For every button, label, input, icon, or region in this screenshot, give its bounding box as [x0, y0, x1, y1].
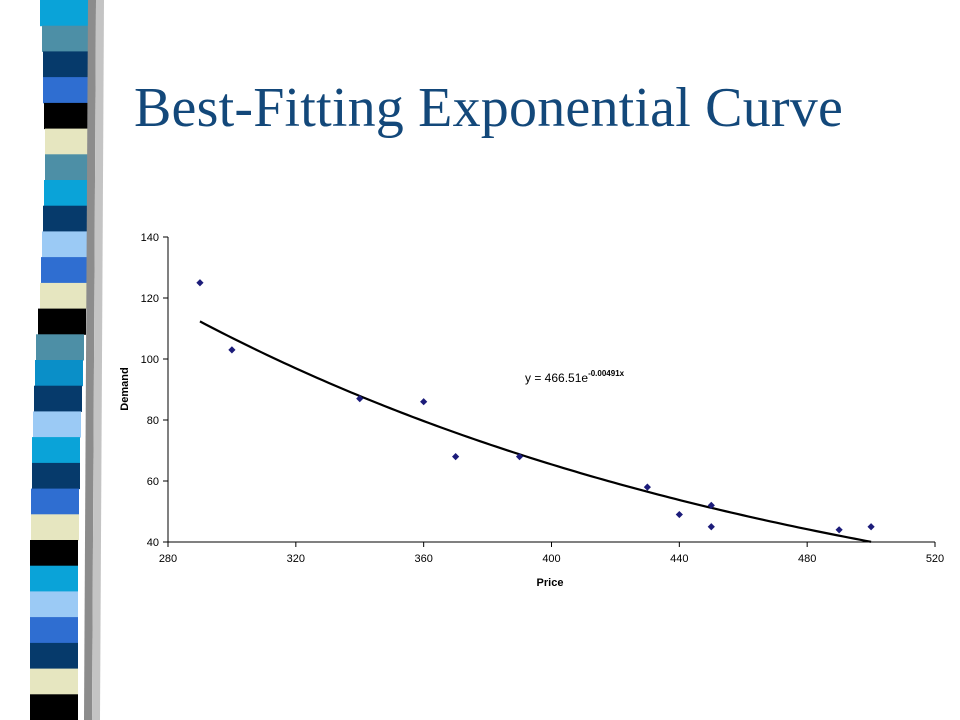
decorative-strip [0, 0, 104, 720]
strip-block [30, 668, 78, 695]
data-point [675, 510, 683, 519]
strip-block [36, 334, 84, 361]
chart-axes [167, 237, 935, 543]
y-axis-ticks: 40 60 80 100 120 140 [141, 232, 168, 549]
x-tick-label: 440 [670, 553, 688, 565]
strip-block [32, 462, 80, 490]
data-point [356, 395, 364, 403]
strip-block [31, 514, 79, 541]
x-tick-label: 280 [159, 553, 177, 565]
strip-block [45, 128, 93, 155]
strip-block [42, 25, 90, 52]
trendline-equation: y = 466.51e-0.00491x [525, 369, 625, 385]
slide-title: Best-Fitting Exponential Curve [134, 77, 844, 139]
x-axis-ticks: 280 320 360 400 440 480 520 [159, 542, 944, 565]
x-tick-label: 400 [542, 553, 560, 565]
y-tick-label: 140 [141, 232, 159, 244]
strip-block [34, 385, 82, 412]
strip-block [30, 565, 78, 592]
strip-block [43, 205, 91, 232]
strip-block [44, 180, 92, 207]
strip-block [40, 282, 88, 310]
data-point [643, 483, 651, 491]
strip-block [35, 360, 83, 387]
y-tick-label: 60 [147, 476, 159, 488]
data-points [196, 279, 875, 534]
data-point [707, 501, 715, 509]
strip-block [30, 642, 78, 670]
scatter-chart: 280 320 360 400 440 480 520 40 60 80 100 120 140 Pr… [119, 232, 944, 589]
data-point [452, 453, 460, 461]
x-tick-label: 520 [926, 553, 944, 565]
x-tick-label: 320 [287, 553, 305, 565]
y-tick-label: 40 [147, 537, 159, 549]
y-tick-label: 100 [141, 354, 159, 366]
strip-block [42, 231, 90, 258]
strip-block [33, 411, 81, 438]
strip-block [30, 694, 78, 720]
data-point [515, 453, 524, 461]
strip-block [44, 102, 92, 130]
strip-margin [0, 0, 30, 720]
equation-base: y = 466.51e [525, 371, 588, 385]
strip-block [30, 540, 78, 567]
strip-block [40, 0, 88, 27]
strip-block [43, 77, 91, 104]
x-axis-title: Price [537, 577, 564, 589]
data-point [707, 523, 715, 531]
y-tick-label: 80 [147, 415, 159, 427]
strip-block [32, 437, 80, 464]
strip-block [31, 488, 79, 515]
data-point [867, 523, 875, 531]
strip-block [30, 591, 78, 618]
data-point [196, 279, 204, 287]
data-point [228, 346, 236, 354]
strip-block [45, 154, 93, 181]
data-point [835, 526, 843, 534]
data-point [420, 398, 428, 406]
strip-block [38, 308, 86, 335]
strip-shadow-light [92, 0, 104, 720]
y-axis-title: Demand [119, 367, 131, 410]
strip-block [41, 257, 89, 284]
x-tick-label: 360 [414, 553, 432, 565]
y-tick-label: 120 [141, 293, 159, 305]
equation-exponent: -0.00491x [588, 369, 625, 378]
strip-block [30, 617, 78, 644]
x-tick-label: 480 [798, 553, 816, 565]
exponential-trendline [199, 320, 872, 543]
strip-block [43, 51, 91, 78]
